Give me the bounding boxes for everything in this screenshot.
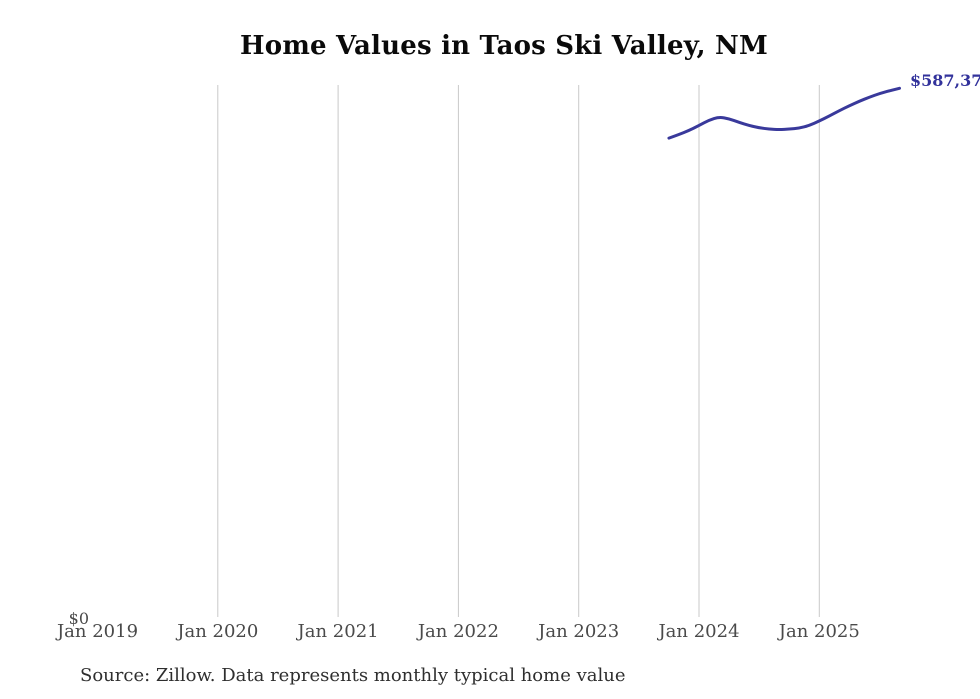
x-tick-label: Jan 2021 — [297, 621, 379, 642]
y-axis-zero-label: $0 — [68, 609, 89, 628]
source-note: Source: Zillow. Data represents monthly … — [80, 665, 626, 686]
chart-title: Home Values in Taos Ski Valley, NM — [240, 31, 768, 61]
x-tick-label: Jan 2019 — [56, 621, 139, 642]
latest-value-label: $587,37 — [910, 71, 980, 90]
value-line — [667, 86, 901, 140]
x-tick-label: Jan 2023 — [538, 621, 620, 642]
x-tick-label: Jan 2024 — [658, 621, 740, 642]
x-tick-label: Jan 2025 — [778, 621, 860, 642]
x-tick-label: Jan 2022 — [417, 621, 499, 642]
x-tick-label: Jan 2020 — [177, 621, 259, 642]
